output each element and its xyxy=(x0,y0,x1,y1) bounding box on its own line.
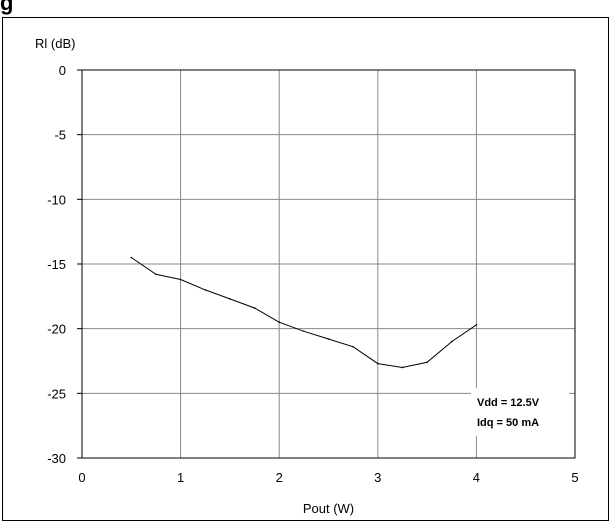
return-loss-chart: 0 1 2 3 4 5 0 -5 -10 -15 -20 -25 -30 Rl (dB) Pout (W… xyxy=(35,36,579,516)
x-tick-label: 3 xyxy=(374,470,381,485)
annotation-background xyxy=(471,388,569,436)
tick-labels: 0 1 2 3 4 5 0 -5 -10 -15 -20 -25 -30 xyxy=(47,63,578,485)
x-tick-label: 1 xyxy=(177,470,184,485)
x-tick-label: 5 xyxy=(571,470,578,485)
x-tick-label: 2 xyxy=(276,470,283,485)
y-axis-label: Rl (dB) xyxy=(35,36,75,51)
y-tick-label: 0 xyxy=(59,63,66,78)
x-tick-label: 4 xyxy=(473,470,480,485)
y-tick-label: -30 xyxy=(47,451,66,466)
data-point xyxy=(352,345,354,348)
data-point xyxy=(253,307,256,309)
y-tick-label: -15 xyxy=(47,257,66,272)
y-tick-label: -20 xyxy=(47,322,66,337)
x-axis-label: Pout (W) xyxy=(303,501,354,516)
x-tick-label: 0 xyxy=(78,470,85,485)
data-point xyxy=(401,366,404,369)
y-tick-label: -25 xyxy=(47,386,66,401)
series-layer xyxy=(130,256,478,369)
y-tick-label: -10 xyxy=(47,192,66,207)
data-point xyxy=(377,362,379,365)
page-header: g xyxy=(0,0,613,16)
data-point xyxy=(303,330,305,333)
return-loss-line xyxy=(131,257,477,369)
data-point xyxy=(155,273,157,276)
data-point xyxy=(475,323,478,326)
y-tick-label: -5 xyxy=(54,128,66,143)
data-point xyxy=(426,361,428,364)
annotation-text: Idq = 50 mA xyxy=(477,417,539,429)
data-point xyxy=(327,338,330,340)
data-point xyxy=(130,256,133,259)
annotation-text: Vdd = 12.5V xyxy=(477,397,540,409)
chart-frame: 0 1 2 3 4 5 0 -5 -10 -15 -20 -25 -30 Rl (dB) Pout (W… xyxy=(2,17,609,521)
page-header-text: g xyxy=(0,0,14,15)
annotation-box: Vdd = 12.5V Idq = 50 mA xyxy=(471,388,569,436)
data-point xyxy=(450,340,453,343)
data-point xyxy=(229,298,231,300)
data-point xyxy=(179,278,182,281)
data-point xyxy=(204,289,207,291)
data-point xyxy=(278,321,281,324)
